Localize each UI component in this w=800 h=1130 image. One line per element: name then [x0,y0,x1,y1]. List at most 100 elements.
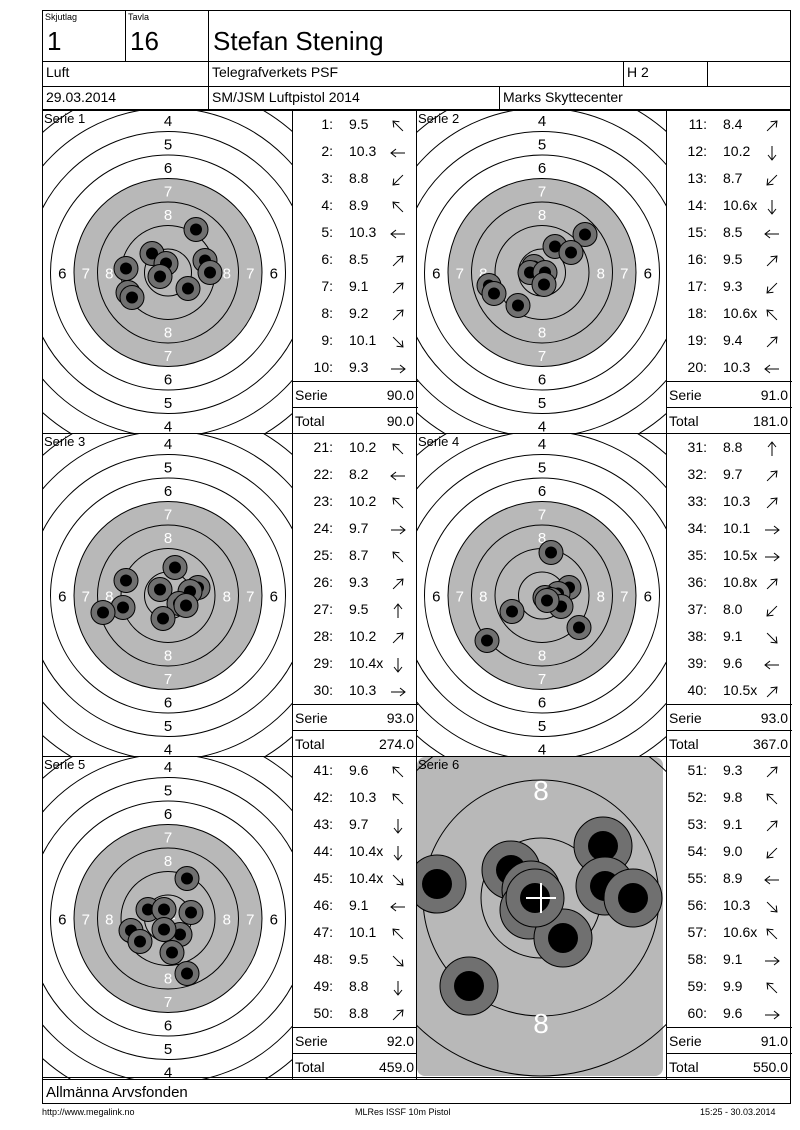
shot-number: 48: [313,951,333,967]
shot-hole [439,956,499,1016]
shot-score: 10.1 [723,520,751,536]
direction-arrow-icon [766,605,778,617]
shot-row: 8: 9.2 [293,300,418,327]
shot-row: 42: 10.3 [293,784,418,811]
shot-row: 54: 9.0 [667,838,792,865]
direction-arrow-icon [766,820,778,832]
ring-label-8: 8 [533,1008,549,1039]
shot-row: 18: 10.6x [667,300,792,327]
ring-label-8: 8 [164,324,172,341]
direction-arrow-icon [766,766,778,778]
ring-label-7: 7 [620,266,628,283]
direction-arrow-icon [392,497,404,509]
shot-score: 9.4 [723,332,743,348]
ring-label-5: 5 [164,395,172,412]
ring-7 [73,824,263,1013]
serie-sum-row: Serie 92.0 [293,1027,418,1055]
direction-arrow-icon [392,793,404,805]
discipline-cell: Luft [42,61,209,87]
ring-label-5: 5 [538,395,546,412]
shot-row: 17: 9.3 [667,273,792,300]
direction-arrow-icon [392,551,404,563]
shot-score: 8.7 [723,170,743,186]
shot-number: 31: [687,439,707,455]
direction-arrow-icon [393,658,403,673]
shot-row: 13: 8.7 [667,165,792,192]
ring-label-7: 7 [456,589,464,606]
shot-score: 10.4x [349,870,384,886]
shot-number: 24: [313,520,333,536]
target-svg: 44445555666677778888 [43,111,292,433]
series-shot-list: 21: 10.2 22: 8.2 23: 10.2 24: 9.7 25: 8.7 26: 9.3 27… [292,433,418,758]
shot-row: 56: 10.3 [667,892,792,919]
shot-score: 10.3 [349,143,377,159]
shot-row: 6: 8.5 [293,246,418,273]
series-shot-list: 11: 8.4 12: 10.2 13: 8.7 14: 10.6x 15: 8.5 16: 9.5 1… [666,110,792,434]
shot-row: 11: 8.4 [667,111,792,138]
footer-left[interactable]: http://www.megalink.no [42,1107,135,1117]
ring-label-6: 6 [58,912,66,929]
total-value: 274.0 [378,736,414,752]
shot-score: 10.1 [349,924,377,940]
ring-label-7: 7 [164,183,172,200]
shot-score: 9.1 [349,278,369,294]
direction-arrow-icon [392,282,404,294]
shot-number: 33: [687,493,707,509]
ring-label-8: 8 [538,324,546,341]
ring-label-8: 8 [223,266,231,283]
shot-number: 57: [687,924,707,940]
ring-8 [97,201,239,344]
ring-label-4: 4 [164,1064,172,1080]
target-svg: 88 [417,757,666,1079]
shot-hole [174,961,200,986]
shot-score: 10.3 [723,897,751,913]
ring-8 [97,524,239,667]
shot-hole [566,615,592,640]
shot-hole [505,293,531,318]
empty-cell [707,61,791,87]
tavla-cell: Tavla 16 [125,10,209,62]
serie-label: Serie [669,710,702,726]
total-value: 181.0 [752,413,788,429]
ring-label-4: 4 [538,418,546,434]
ring-label-6: 6 [164,694,172,711]
shot-score: 8.8 [349,1005,369,1021]
series-title: Serie 1 [44,111,86,126]
shot-number: 3: [321,170,333,186]
series-title: Serie 5 [44,757,86,772]
shot-hole [173,593,199,618]
shot-number: 38: [687,628,707,644]
shot-row: 32: 9.7 [667,461,792,488]
ring-label-8: 8 [538,530,546,547]
direction-arrow-icon [392,578,404,590]
serie-sum-row: Serie 91.0 [667,1027,792,1055]
direction-arrow-icon [392,632,404,644]
ring-6 [50,800,286,1037]
ring-label-7: 7 [164,348,172,365]
ring-label-6: 6 [58,266,66,283]
shot-number: 6: [321,251,333,267]
shot-row: 5: 10.3 [293,219,418,246]
shot-score: 9.1 [723,951,743,967]
shot-row: 19: 9.4 [667,327,792,354]
total-label: Total [295,413,325,429]
target-svg: 44445555666677778888 [417,111,666,434]
ring-label-8: 8 [223,912,231,929]
ring-label-4: 4 [164,113,172,130]
ring-6 [50,477,286,714]
shot-row: 52: 9.8 [667,784,792,811]
ring-label-5: 5 [538,136,546,153]
shot-number: 27: [313,601,333,617]
shooter-name: Stefan Stening [213,26,384,56]
shot-row: 43: 9.7 [293,811,418,838]
direction-arrow-icon [392,874,404,886]
direction-arrow-icon [766,686,778,698]
direction-arrow-icon [390,148,405,158]
shot-row: 1: 9.5 [293,111,418,138]
shot-row: 25: 8.7 [293,542,418,569]
ring-5 [417,454,666,737]
shot-hole [178,900,204,925]
direction-arrow-icon [764,364,779,374]
total-row: Total 274.0 [293,730,418,758]
shot-score: 9.3 [349,574,369,590]
